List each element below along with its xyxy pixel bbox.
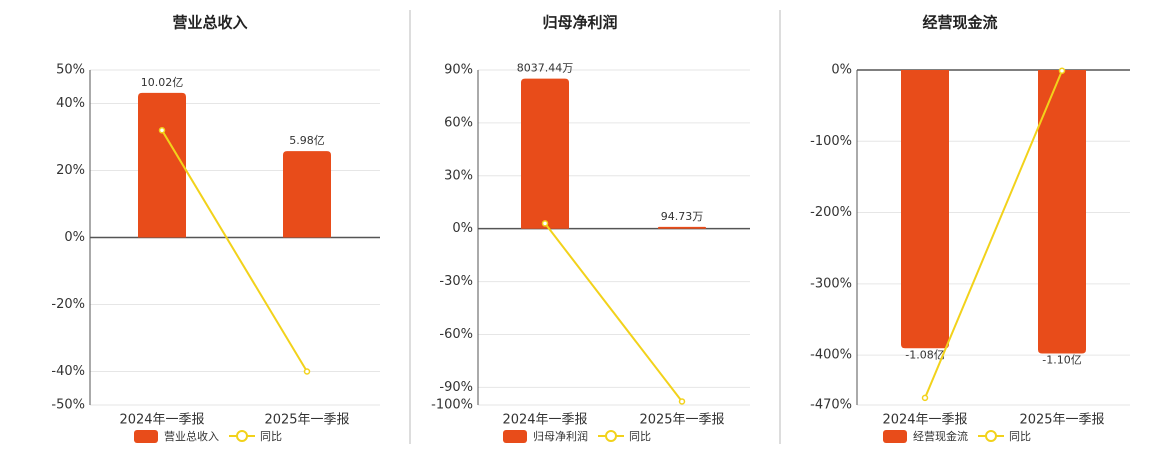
legend-label: 经营现金流 [913,429,968,443]
y-tick-label: -30% [439,274,473,289]
value-label: 8037.44万 [517,62,574,75]
legend-label: 同比 [629,430,651,443]
y-tick-label: 0% [452,221,473,236]
line-point [541,220,549,227]
legend-label: 归母净利润 [533,429,588,443]
y-tick-label: -60% [439,327,473,342]
value-label: 94.73万 [661,210,704,223]
legend-label: 同比 [260,430,282,443]
legend-swatch [503,430,527,443]
value-label: 5.98亿 [289,134,325,147]
y-tick-label: -100% [810,134,852,149]
bar [521,78,569,229]
line-point [921,394,929,402]
bar [1038,70,1086,354]
bar [283,151,331,238]
legend-marker [605,430,617,442]
chart-title: 营业总收入 [172,14,247,32]
line-point [158,127,166,134]
x-tick-label: 2024年一季报 [882,413,967,428]
value-label: -1.08亿 [905,348,944,361]
line [924,70,1063,399]
y-tick-label: -300% [810,276,852,291]
x-tick-label: 2024年一季报 [119,413,204,428]
y-tick-label: 60% [444,115,473,130]
y-tick-label: -400% [810,348,852,363]
bar [901,70,949,349]
line-point [1058,67,1066,74]
legend-swatch [134,430,158,443]
y-tick-label: 40% [56,96,85,111]
y-tick-label: 50% [56,63,85,78]
y-tick-label: -50% [51,398,85,413]
x-tick-label: 2025年一季报 [1019,413,1104,428]
value-label: 10.02亿 [141,76,184,89]
y-tick-label: -40% [51,364,85,379]
y-tick-label: 90% [444,63,473,78]
y-tick-label: 20% [56,163,85,178]
legend-label: 营业总收入 [164,429,219,443]
y-tick-label: 0% [831,63,852,78]
x-tick-label: 2024年一季报 [502,413,587,428]
line-point [303,368,311,375]
y-tick-label: -470% [810,398,852,413]
y-tick-label: 0% [64,230,85,245]
x-tick-label: 2025年一季报 [264,413,349,428]
line [544,222,683,403]
bar [138,92,186,238]
x-tick-label: 2025年一季报 [639,413,724,428]
y-tick-label: 30% [444,168,473,183]
value-label: -1.10亿 [1042,353,1081,366]
y-tick-label: -200% [810,205,852,220]
y-tick-label: -20% [51,297,85,312]
chart-title: 经营现金流 [922,14,997,32]
chart-title: 归母净利润 [542,14,617,32]
line [161,129,308,373]
legend-marker [985,430,997,442]
legend-swatch [883,430,907,443]
y-tick-label: -100% [431,398,473,413]
line-point [678,398,686,405]
legend-label: 同比 [1009,430,1031,443]
legend-marker [236,430,248,442]
bar [658,226,706,229]
y-tick-label: -90% [439,380,473,395]
